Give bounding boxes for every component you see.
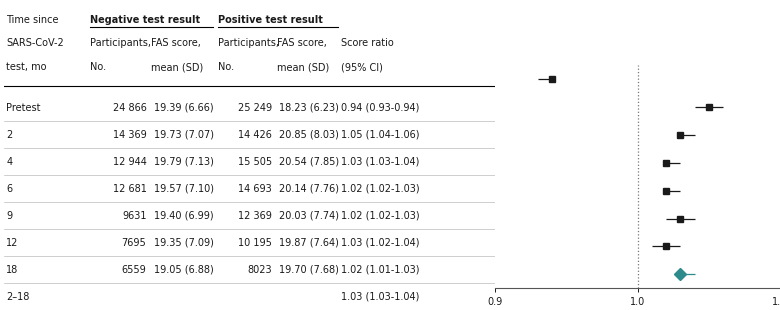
- Text: 1.03 (1.03-1.04): 1.03 (1.03-1.04): [341, 291, 419, 302]
- Text: 1.02 (1.02-1.03): 1.02 (1.02-1.03): [341, 211, 419, 221]
- Text: No.: No.: [90, 62, 106, 72]
- Text: 20.54 (7.85): 20.54 (7.85): [279, 157, 339, 167]
- Text: 14 426: 14 426: [238, 130, 271, 140]
- Text: No.: No.: [218, 62, 234, 72]
- Text: 19.35 (7.09): 19.35 (7.09): [154, 237, 214, 248]
- Text: 8023: 8023: [247, 264, 271, 275]
- Text: Pretest: Pretest: [6, 103, 41, 113]
- Text: Time since: Time since: [6, 15, 59, 25]
- Text: 19.39 (6.66): 19.39 (6.66): [154, 103, 214, 113]
- Text: 1.03 (1.02-1.04): 1.03 (1.02-1.04): [341, 237, 419, 248]
- Text: 18: 18: [6, 264, 19, 275]
- Text: 1.02 (1.02-1.03): 1.02 (1.02-1.03): [341, 184, 419, 194]
- Text: 25 249: 25 249: [238, 103, 271, 113]
- Text: 14 369: 14 369: [112, 130, 147, 140]
- Text: 1.03 (1.03-1.04): 1.03 (1.03-1.04): [341, 157, 419, 167]
- Text: 12 944: 12 944: [112, 157, 147, 167]
- Text: 20.14 (7.76): 20.14 (7.76): [279, 184, 339, 194]
- Text: 19.79 (7.13): 19.79 (7.13): [154, 157, 214, 167]
- Text: Participants,: Participants,: [90, 38, 151, 48]
- Text: 19.87 (7.64): 19.87 (7.64): [279, 237, 339, 248]
- Text: Positive test result: Positive test result: [218, 15, 323, 25]
- Text: 19.70 (7.68): 19.70 (7.68): [279, 264, 339, 275]
- Text: 7695: 7695: [122, 237, 147, 248]
- Text: 20.03 (7.74): 20.03 (7.74): [279, 211, 339, 221]
- Text: 18.23 (6.23): 18.23 (6.23): [279, 103, 339, 113]
- Text: Score ratio: Score ratio: [341, 38, 393, 48]
- Text: Participants,: Participants,: [218, 38, 278, 48]
- Text: 24 866: 24 866: [112, 103, 147, 113]
- Text: 9631: 9631: [122, 211, 147, 221]
- Text: 19.73 (7.07): 19.73 (7.07): [154, 130, 214, 140]
- Text: 20.85 (8.03): 20.85 (8.03): [279, 130, 339, 140]
- Text: 19.40 (6.99): 19.40 (6.99): [154, 211, 214, 221]
- Text: 1.02 (1.01-1.03): 1.02 (1.01-1.03): [341, 264, 419, 275]
- Text: FAS score,: FAS score,: [277, 38, 327, 48]
- Text: 12 369: 12 369: [238, 211, 271, 221]
- Text: 12 681: 12 681: [112, 184, 147, 194]
- Text: 12: 12: [6, 237, 19, 248]
- Text: mean (SD): mean (SD): [277, 62, 329, 72]
- Text: 14 693: 14 693: [238, 184, 271, 194]
- Text: 0.94 (0.93-0.94): 0.94 (0.93-0.94): [341, 103, 419, 113]
- Text: 15 505: 15 505: [238, 157, 271, 167]
- Text: 4: 4: [6, 157, 12, 167]
- Text: 6559: 6559: [122, 264, 147, 275]
- Text: mean (SD): mean (SD): [151, 62, 204, 72]
- Text: 6: 6: [6, 184, 12, 194]
- Text: test, mo: test, mo: [6, 62, 47, 72]
- Text: 2–18: 2–18: [6, 291, 30, 302]
- Text: FAS score,: FAS score,: [151, 38, 201, 48]
- Text: 19.57 (7.10): 19.57 (7.10): [154, 184, 214, 194]
- Text: 10 195: 10 195: [238, 237, 271, 248]
- Text: Negative test result: Negative test result: [90, 15, 200, 25]
- Text: 1.05 (1.04-1.06): 1.05 (1.04-1.06): [341, 130, 419, 140]
- Text: 2: 2: [6, 130, 12, 140]
- Text: SARS-CoV-2: SARS-CoV-2: [6, 38, 64, 48]
- Text: (95% CI): (95% CI): [341, 62, 382, 72]
- Text: 19.05 (6.88): 19.05 (6.88): [154, 264, 214, 275]
- Text: 9: 9: [6, 211, 12, 221]
